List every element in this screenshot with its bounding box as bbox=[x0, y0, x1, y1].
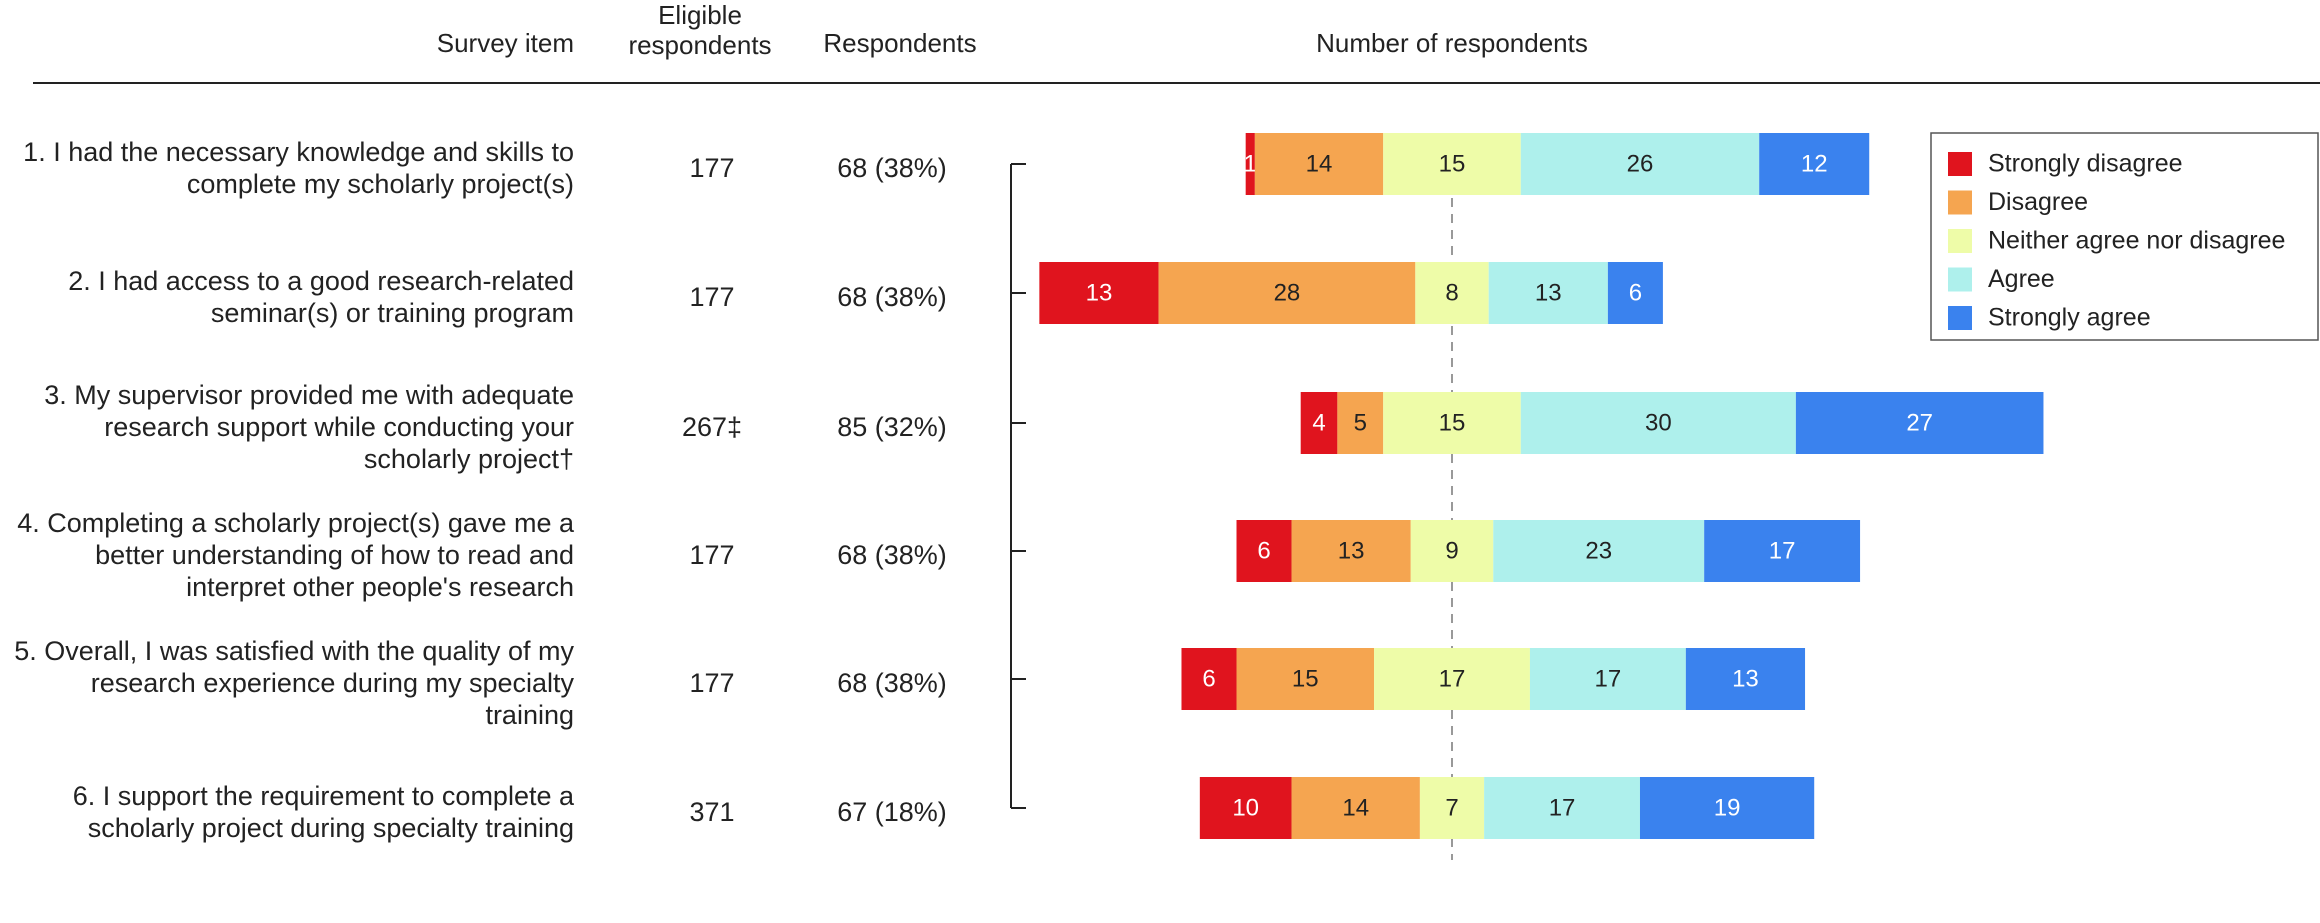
value-label: 4 bbox=[1312, 409, 1325, 436]
bar-segment bbox=[1704, 520, 1861, 582]
value-label: 9 bbox=[1445, 537, 1458, 564]
eligible-cell: 177 bbox=[689, 667, 735, 698]
bar-segment bbox=[1410, 520, 1494, 582]
bar-segment bbox=[1795, 392, 2044, 454]
value-label: 6 bbox=[1257, 537, 1270, 564]
bar-segment bbox=[1759, 133, 1870, 195]
respondents-cell: 85 (32%) bbox=[837, 411, 947, 442]
value-label: 13 bbox=[1535, 279, 1562, 306]
bar-segment bbox=[1383, 392, 1521, 454]
legend-box bbox=[1930, 132, 2319, 341]
survey-item: 2. I had access to a good research-relat… bbox=[68, 266, 574, 328]
survey-item: 5. Overall, I was satisfied with the qua… bbox=[14, 636, 574, 730]
value-label: 8 bbox=[1445, 279, 1458, 306]
value-label: 28 bbox=[1274, 279, 1301, 306]
value-label: 17 bbox=[1439, 665, 1466, 692]
bar-segment bbox=[1415, 262, 1489, 324]
eligible-cell: 177 bbox=[689, 539, 735, 570]
legend-swatch bbox=[1948, 306, 1972, 330]
bar-segment bbox=[1607, 262, 1663, 324]
value-label: 17 bbox=[1549, 794, 1576, 821]
bar-segment bbox=[1181, 648, 1237, 710]
bar-segment bbox=[1245, 133, 1255, 195]
value-label: 14 bbox=[1306, 150, 1333, 177]
survey-item: 1. I had the necessary knowledge and ski… bbox=[23, 137, 574, 199]
bar-segment bbox=[1493, 520, 1705, 582]
value-label: 27 bbox=[1906, 409, 1933, 436]
eligible-cell: 371 bbox=[689, 796, 735, 827]
bar-segment bbox=[1236, 520, 1292, 582]
eligible-cell: 177 bbox=[689, 152, 735, 183]
legend-swatch bbox=[1948, 229, 1972, 253]
value-label: 1 bbox=[1244, 150, 1257, 177]
value-label: 14 bbox=[1342, 794, 1369, 821]
survey-item: 4. Completing a scholarly project(s) gav… bbox=[17, 508, 574, 602]
value-label: 15 bbox=[1292, 665, 1319, 692]
header-respondents: Respondents bbox=[823, 28, 977, 58]
bar-segment bbox=[1488, 262, 1608, 324]
legend-label: Disagree bbox=[1988, 188, 2088, 216]
value-label: 6 bbox=[1629, 279, 1642, 306]
legend-label: Neither agree nor disagree bbox=[1988, 227, 2285, 255]
bar-segment bbox=[1158, 262, 1416, 324]
bar-segment bbox=[1291, 520, 1411, 582]
header-eligible: Eligible respondents bbox=[628, 0, 772, 60]
respondents-cell: 68 (38%) bbox=[837, 281, 947, 312]
value-label: 19 bbox=[1714, 794, 1741, 821]
value-label: 7 bbox=[1445, 794, 1458, 821]
value-label: 6 bbox=[1202, 665, 1215, 692]
bar-segment bbox=[1383, 133, 1521, 195]
value-label: 17 bbox=[1769, 537, 1796, 564]
respondents-cell: 68 (38%) bbox=[837, 539, 947, 570]
value-label: 10 bbox=[1232, 794, 1259, 821]
eligible-cell: 177 bbox=[689, 281, 735, 312]
value-label: 5 bbox=[1354, 409, 1367, 436]
legend-swatch bbox=[1948, 152, 1972, 176]
value-label: 26 bbox=[1627, 150, 1654, 177]
survey-item: 6. I support the requirement to complete… bbox=[72, 781, 574, 843]
bar-segment bbox=[1374, 648, 1530, 710]
respondents-cell: 67 (18%) bbox=[837, 796, 947, 827]
bar-segment bbox=[1484, 777, 1640, 839]
legend-swatch bbox=[1948, 190, 1972, 215]
respondents-cell: 68 (38%) bbox=[837, 667, 947, 698]
value-label: 15 bbox=[1439, 409, 1466, 436]
legend-label: Strongly disagree bbox=[1988, 150, 2183, 178]
value-label: 23 bbox=[1585, 537, 1612, 564]
bar-segment bbox=[1685, 648, 1806, 710]
bar-segment bbox=[1419, 777, 1485, 839]
bar-segment bbox=[1520, 133, 1760, 195]
bar-segment bbox=[1639, 777, 1815, 839]
header-item: Survey item bbox=[436, 28, 574, 58]
bar-segment bbox=[1529, 648, 1686, 710]
bar-segment bbox=[1520, 392, 1796, 454]
value-label: 13 bbox=[1732, 665, 1759, 692]
bar-segment bbox=[1337, 392, 1384, 454]
value-label: 13 bbox=[1338, 537, 1365, 564]
respondents-cell: 68 (38%) bbox=[837, 152, 947, 183]
survey-item: 3. My supervisor provided me with adequa… bbox=[44, 380, 574, 474]
legend-label: Agree bbox=[1988, 265, 2055, 293]
bar-segment bbox=[1199, 777, 1292, 839]
bar-segment bbox=[1300, 392, 1338, 454]
value-label: 13 bbox=[1086, 279, 1113, 306]
bar-segment bbox=[1254, 133, 1384, 195]
legend-label: Strongly agree bbox=[1988, 304, 2151, 332]
eligible-cell: 267‡ bbox=[681, 411, 743, 442]
bar-segment bbox=[1291, 777, 1420, 839]
legend-swatch bbox=[1948, 267, 1972, 292]
value-label: 15 bbox=[1439, 150, 1466, 177]
chart-title: Number of respondents bbox=[1316, 28, 1588, 58]
bar-segment bbox=[1236, 648, 1375, 710]
value-label: 12 bbox=[1801, 150, 1828, 177]
bar-segment bbox=[1039, 262, 1159, 324]
value-label: 17 bbox=[1595, 665, 1622, 692]
value-label: 30 bbox=[1645, 409, 1672, 436]
